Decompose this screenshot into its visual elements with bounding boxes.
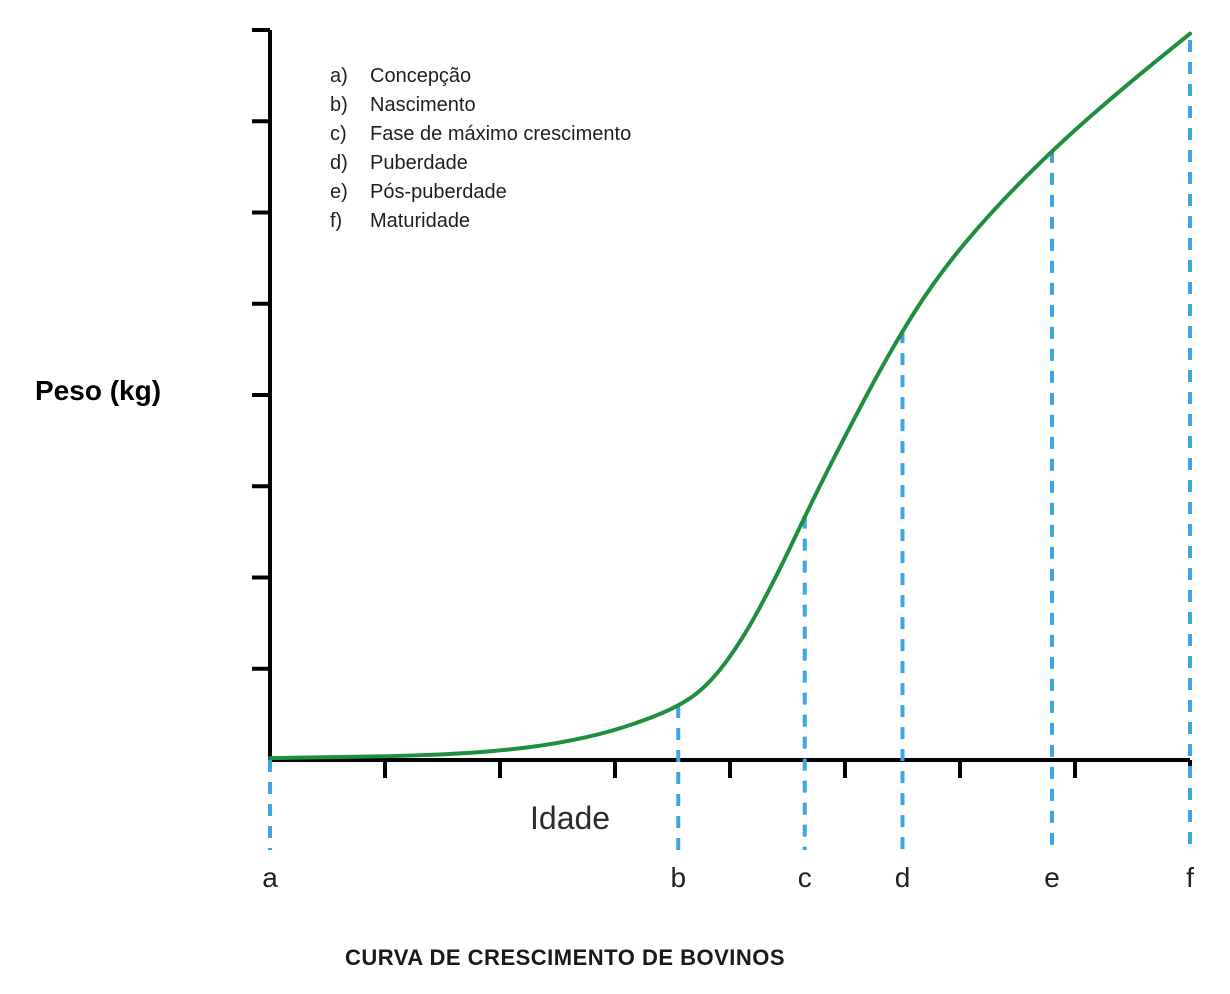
phase-marker-f: f — [1186, 862, 1194, 894]
phase-marker-c: c — [798, 862, 812, 894]
chart-svg — [0, 0, 1230, 994]
phase-marker-a: a — [262, 862, 278, 894]
phase-marker-e: e — [1044, 862, 1060, 894]
chart-container: Peso (kg) Idade CURVA DE CRESCIMENTO DE … — [0, 0, 1230, 994]
phase-marker-b: b — [670, 862, 686, 894]
phase-marker-d: d — [895, 862, 911, 894]
